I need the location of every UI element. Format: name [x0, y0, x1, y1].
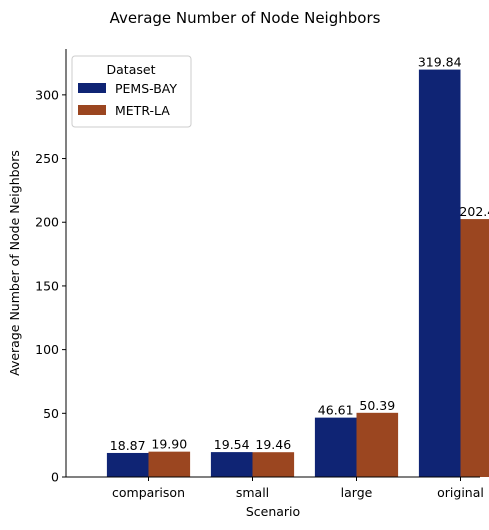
y-tick-label: 150	[35, 278, 59, 293]
bar-pems-bay-comparison	[106, 452, 149, 477]
legend-swatch-pems-bay	[78, 83, 106, 93]
value-label-pems-bay-comparison: 18.87	[110, 438, 146, 453]
chart-title: Average Number of Node Neighbors	[110, 9, 381, 27]
legend-label-pems-bay: PEMS-BAY	[115, 81, 177, 96]
value-label-metr-la-large: 50.39	[359, 398, 395, 413]
bar-pems-bay-original	[418, 69, 461, 477]
legend-title: Dataset	[107, 62, 156, 77]
bars-layer	[106, 69, 489, 477]
value-labels-layer: 18.87 19.54 46.61 319.84 19.90 19.46 50.39 202.…	[110, 55, 489, 453]
value-label-metr-la-small: 19.46	[255, 437, 291, 452]
value-label-metr-la-comparison: 19.90	[151, 437, 187, 452]
x-tick-label-original: original	[437, 485, 484, 500]
x-axis-label: Scenario	[246, 504, 300, 519]
y-tick-label: 100	[35, 342, 59, 357]
y-tick-label: 300	[35, 87, 59, 102]
x-tick-label-comparison: comparison	[112, 485, 185, 500]
x-axis-ticks: comparison small large original	[112, 477, 484, 500]
bar-pems-bay-small	[210, 452, 253, 477]
y-tick-label: 250	[35, 151, 59, 166]
value-label-pems-bay-original: 319.84	[418, 55, 462, 70]
y-tick-label: 0	[51, 470, 59, 485]
value-label-pems-bay-small: 19.54	[214, 437, 250, 452]
legend-label-metr-la: METR-LA	[115, 103, 170, 118]
bar-metr-la-original	[460, 219, 489, 477]
bar-metr-la-large	[356, 412, 399, 477]
bar-metr-la-small	[252, 452, 295, 477]
bar-metr-la-comparison	[148, 451, 191, 477]
value-label-pems-bay-large: 46.61	[318, 403, 354, 418]
y-axis-label: Average Number of Node Neighbors	[7, 150, 22, 376]
value-label-metr-la-original: 202.48	[459, 204, 489, 219]
legend-swatch-metr-la	[78, 105, 106, 115]
x-tick-label-large: large	[341, 485, 373, 500]
x-tick-label-small: small	[236, 485, 269, 500]
y-axis-ticks: 0 50 100 150 200 250 300	[35, 87, 66, 485]
y-tick-label: 50	[43, 406, 59, 421]
y-tick-label: 200	[35, 215, 59, 230]
legend: Dataset PEMS-BAY METR-LA	[71, 55, 192, 128]
bar-pems-bay-large	[314, 417, 357, 477]
